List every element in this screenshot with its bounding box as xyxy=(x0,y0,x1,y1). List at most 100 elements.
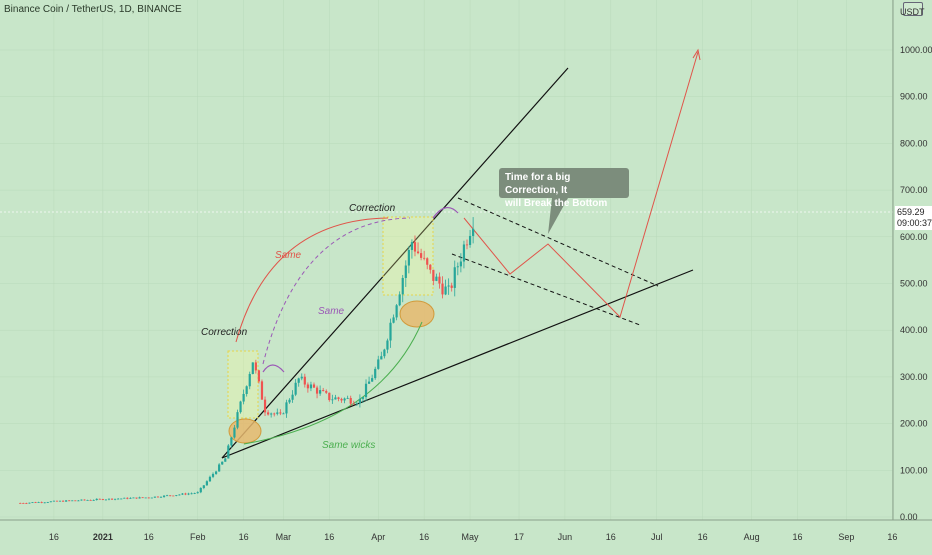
candle-body xyxy=(395,305,398,318)
candle-body xyxy=(31,502,34,504)
candle-body xyxy=(55,500,59,502)
candle-body xyxy=(135,497,138,499)
candle-body xyxy=(410,242,414,250)
settings-control-icon[interactable] xyxy=(903,2,923,16)
candle-body xyxy=(126,497,129,499)
candle-body xyxy=(371,378,374,382)
y-tick-label: 700.00 xyxy=(900,185,928,195)
x-tick-label: 16 xyxy=(239,532,249,542)
price-axis-panel[interactable] xyxy=(893,0,932,550)
y-tick-label: 1000.00 xyxy=(900,45,932,55)
candle-body xyxy=(110,498,114,500)
candle-body xyxy=(43,502,46,504)
candle-body xyxy=(19,502,22,504)
correction-box-1 xyxy=(227,350,259,419)
candle-body xyxy=(202,485,205,488)
small-arc-purple-2 xyxy=(432,207,459,219)
candle-body xyxy=(279,412,282,414)
candle-body xyxy=(71,500,74,502)
x-tick-label: 16 xyxy=(606,532,616,542)
candle-body xyxy=(380,356,383,360)
candle-body xyxy=(46,502,49,503)
time-axis-ticks: 16 2021 16 Feb 16 Mar 16 Apr 16 May 17 Jun 16 Jul 16 Au… xyxy=(49,532,897,542)
candle-body xyxy=(270,413,273,415)
callout-line-2: will Break the Bottom xyxy=(505,198,608,209)
candle-body xyxy=(423,257,426,259)
candle-body xyxy=(315,387,319,394)
y-tick-label: 300.00 xyxy=(900,372,928,382)
x-tick-label: Apr xyxy=(371,532,385,542)
x-tick-label: 16 xyxy=(419,532,429,542)
candle-body xyxy=(462,244,466,262)
same-arrow-purple-dashed xyxy=(262,217,411,365)
x-tick-label: 16 xyxy=(887,532,897,542)
candle-body xyxy=(77,500,80,502)
candle-body xyxy=(52,500,55,502)
candle-body xyxy=(138,497,141,499)
channel-lower-dashed[interactable] xyxy=(451,253,641,326)
upper-trendline[interactable] xyxy=(221,67,569,459)
y-tick-label: 100.00 xyxy=(900,465,928,475)
candle-body xyxy=(276,412,279,414)
lower-trendline[interactable] xyxy=(221,269,694,459)
candle-body xyxy=(429,264,432,270)
candle-body xyxy=(236,412,239,428)
x-tick-label: 16 xyxy=(49,532,59,542)
candle-body xyxy=(438,276,441,284)
unit-label: USDT xyxy=(900,7,925,17)
candle-body xyxy=(413,242,417,252)
candle-body xyxy=(456,266,459,268)
candle-body xyxy=(178,494,181,496)
x-tick-label: May xyxy=(462,532,480,542)
candle-body xyxy=(221,461,224,465)
candle-body xyxy=(218,464,221,472)
callout-line-1: Time for a big Correction, It xyxy=(505,172,571,196)
candle-body xyxy=(150,497,153,499)
candles xyxy=(19,217,475,505)
candle-body xyxy=(169,495,172,497)
candle-body xyxy=(352,403,355,405)
candle-body xyxy=(25,503,28,505)
candle-body xyxy=(420,253,423,258)
candle-body xyxy=(257,370,261,382)
candle-body xyxy=(199,487,202,493)
candle-body xyxy=(37,502,40,503)
candle-body xyxy=(358,398,361,404)
candle-body xyxy=(184,493,187,495)
current-price: 659.29 xyxy=(897,207,925,217)
candle-body xyxy=(224,458,227,462)
candle-body xyxy=(175,495,178,496)
candle-body xyxy=(22,503,25,504)
wick-ellipse-2 xyxy=(399,300,435,328)
channel-upper-dashed[interactable] xyxy=(457,197,659,287)
candle-body xyxy=(172,495,175,497)
callout-pointer xyxy=(548,198,568,234)
candle-body xyxy=(141,497,144,499)
candle-body xyxy=(159,496,163,498)
y-tick-label: 800.00 xyxy=(900,138,928,148)
candle-body xyxy=(328,392,331,401)
candle-body xyxy=(28,502,31,504)
projection-path[interactable] xyxy=(463,51,699,318)
candle-body xyxy=(196,492,199,494)
candle-body xyxy=(89,500,92,501)
candle-body xyxy=(404,265,407,278)
candle-body xyxy=(267,412,270,415)
candle-body xyxy=(435,276,438,281)
candle-body xyxy=(441,283,444,295)
candle-body xyxy=(40,502,43,503)
same-wicks-label: Same wicks xyxy=(322,440,375,451)
correction-label-1: Correction xyxy=(201,327,248,338)
candle-body xyxy=(465,244,469,246)
candle-body xyxy=(162,495,166,497)
candle-body xyxy=(398,294,401,306)
candle-body xyxy=(273,413,276,415)
x-tick-label: Jul xyxy=(651,532,663,542)
candle-body xyxy=(374,368,377,379)
candle-body xyxy=(129,497,132,499)
candle-body xyxy=(312,384,316,388)
countdown: 09:00:37 xyxy=(897,218,932,228)
